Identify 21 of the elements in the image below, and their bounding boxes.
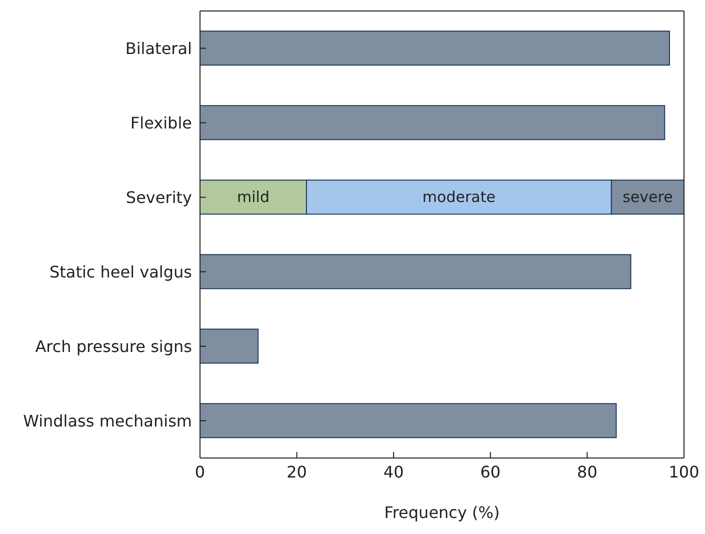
series-label: severe	[622, 188, 673, 206]
bar	[200, 328, 259, 364]
y-tick-label: Static heel valgus	[49, 262, 192, 282]
y-tick-label: Severity	[126, 188, 192, 207]
x-tick-label: 0	[194, 462, 206, 482]
bar	[200, 254, 632, 290]
x-tick-label: 40	[383, 462, 404, 482]
bar	[200, 403, 617, 438]
y-tick-label: Windlass mechanism	[23, 411, 192, 430]
bar	[200, 30, 670, 66]
x-tick-label: 80	[577, 462, 598, 482]
x-axis-title: Frequency (%)	[384, 503, 500, 522]
y-tick-label: Flexible	[130, 113, 192, 132]
x-tick-label: 100	[668, 462, 700, 482]
bar	[200, 105, 666, 140]
series-label: moderate	[422, 188, 496, 206]
y-tick-label: Arch pressure signs	[35, 336, 192, 356]
x-tick-label: 20	[286, 462, 307, 482]
y-tick-label: Bilateral	[125, 38, 192, 58]
series-label: mild	[237, 188, 270, 206]
x-tick-label: 60	[480, 462, 501, 482]
